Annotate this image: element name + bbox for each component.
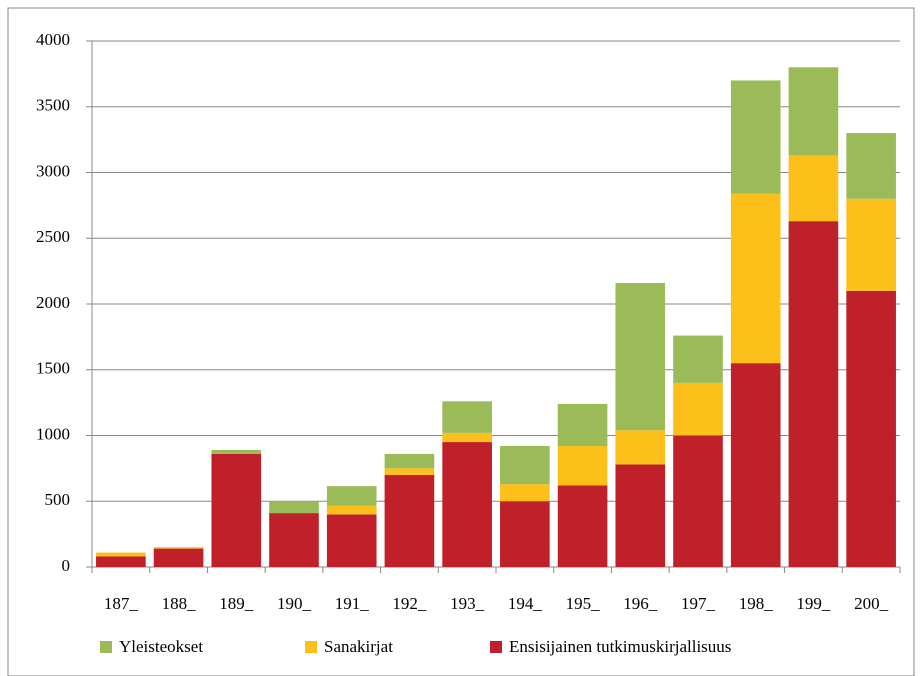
bar-segment — [788, 155, 839, 222]
x-tick-label: 192_ — [392, 594, 427, 613]
bar-segment — [557, 403, 608, 447]
bar-segment — [500, 501, 550, 567]
bar-segment — [730, 363, 781, 567]
y-tick-label: 3500 — [36, 96, 70, 115]
bar-segment — [442, 442, 492, 567]
x-tick-label: 196_ — [623, 594, 658, 613]
bar-segment — [788, 67, 839, 156]
bar-segment — [500, 484, 550, 502]
bar-segment — [211, 453, 262, 567]
y-tick-label: 2000 — [36, 293, 70, 312]
bar-segment — [730, 193, 781, 364]
bar-segment — [846, 290, 896, 567]
bar-segment — [788, 221, 839, 567]
y-tick-label: 500 — [45, 490, 71, 509]
x-tick-label: 200_ — [854, 594, 889, 613]
legend-label: Sanakirjat — [324, 637, 393, 656]
x-tick-label: 188_ — [162, 594, 197, 613]
x-tick-label: 195_ — [566, 594, 601, 613]
bar-segment — [557, 446, 608, 486]
bar-segment — [326, 486, 377, 506]
bar-segment — [500, 446, 550, 485]
y-tick-label: 0 — [62, 556, 71, 575]
x-tick-label: 199_ — [796, 594, 831, 613]
bar-segment — [846, 133, 896, 199]
bar-segment — [615, 464, 666, 567]
legend-swatch — [305, 641, 317, 653]
x-tick-label: 189_ — [219, 594, 254, 613]
legend-swatch — [100, 641, 112, 653]
x-tick-label: 194_ — [508, 594, 543, 613]
y-tick-label: 2500 — [36, 227, 70, 246]
y-tick-label: 1000 — [36, 424, 70, 443]
x-tick-label: 190_ — [277, 594, 312, 613]
bar-segment — [384, 453, 435, 469]
bar-segment — [153, 547, 204, 549]
bar-segment — [269, 513, 319, 567]
legend-label: Yleisteokset — [119, 637, 203, 656]
bar-segment — [615, 282, 666, 431]
bar-segment — [730, 80, 781, 194]
bar-segment — [326, 514, 377, 567]
bar-segment — [96, 552, 146, 557]
bar-segment — [673, 435, 723, 567]
x-tick-label: 193_ — [450, 594, 485, 613]
bar-segment — [326, 505, 377, 515]
y-tick-label: 3000 — [36, 161, 70, 180]
bar-segment — [384, 468, 435, 475]
x-tick-label: 198_ — [739, 594, 774, 613]
x-tick-label: 197_ — [681, 594, 716, 613]
legend-swatch — [490, 641, 502, 653]
legend-label: Ensisijainen tutkimuskirjallisuus — [509, 637, 731, 656]
bar-segment — [442, 401, 492, 433]
y-tick-label: 4000 — [36, 30, 70, 49]
bar-segment — [96, 556, 146, 567]
x-tick-label: 191_ — [335, 594, 370, 613]
bar-segment — [673, 335, 723, 383]
bar-segment — [615, 430, 666, 465]
bar-segment — [153, 548, 204, 567]
x-tick-label: 187_ — [104, 594, 139, 613]
bar-segment — [211, 449, 262, 454]
frame — [7, 7, 915, 676]
y-tick-label: 1500 — [36, 359, 70, 378]
bar-segment — [846, 198, 896, 291]
bar-segment — [269, 501, 319, 514]
bar-segment — [442, 432, 492, 443]
bar-segment — [384, 474, 435, 567]
bar-segment — [673, 382, 723, 436]
bar-segment — [557, 485, 608, 567]
